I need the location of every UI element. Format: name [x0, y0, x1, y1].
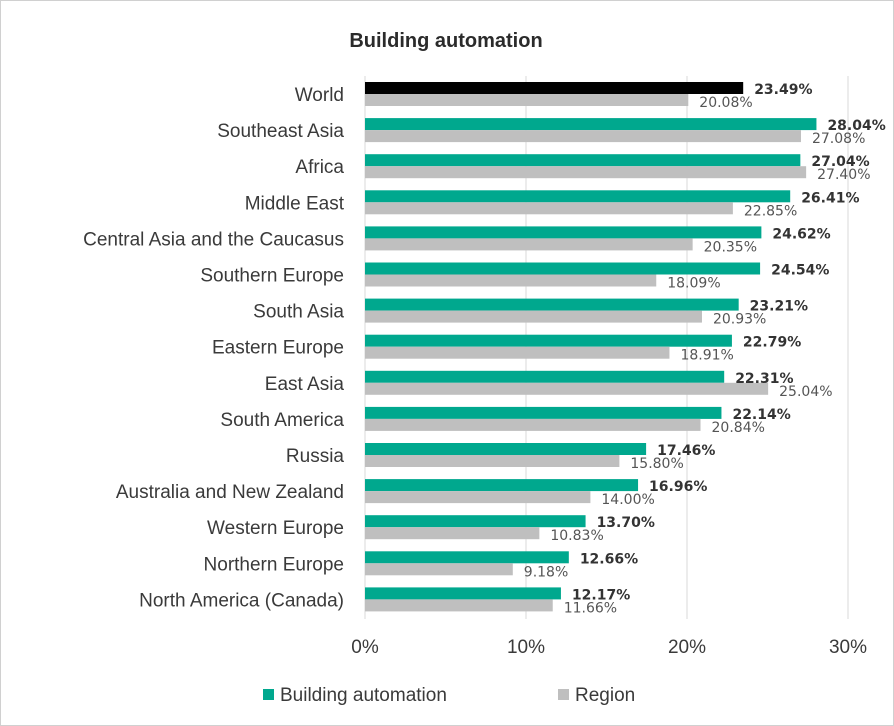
data-label-building-automation: 24.54%: [771, 263, 829, 279]
bar-region: [365, 563, 513, 576]
data-label-region: 25.04%: [779, 384, 832, 400]
bar-building-automation: [365, 118, 817, 131]
category-label: Africa: [295, 157, 344, 178]
data-label-region: 22.85%: [744, 203, 797, 219]
data-label-building-automation: 12.17%: [572, 587, 630, 603]
category-label: Northern Europe: [204, 554, 344, 575]
data-label-building-automation: 24.62%: [772, 226, 830, 242]
data-label-region: 20.84%: [712, 420, 765, 436]
x-tick-label: 20%: [668, 637, 706, 658]
data-label-region: 11.66%: [564, 600, 617, 616]
bar-region: [365, 202, 733, 215]
category-label: Western Europe: [207, 518, 344, 539]
bar-building-automation: [365, 515, 586, 528]
bar-region: [365, 418, 701, 431]
data-label-region: 20.93%: [713, 312, 766, 328]
data-label-region: 20.35%: [704, 239, 757, 255]
bar-building-automation: [365, 334, 732, 347]
bar-building-automation: [365, 406, 722, 419]
bar-region: [365, 130, 801, 143]
legend-swatch-region: [558, 689, 569, 700]
bar-region: [365, 599, 553, 612]
category-label: North America (Canada): [139, 590, 344, 611]
bar-building-automation: [365, 551, 569, 564]
bar-building-automation: [365, 82, 744, 94]
category-label: East Asia: [265, 374, 345, 395]
legend-label-building-automation: Building automation: [280, 685, 447, 706]
data-label-building-automation: 13.70%: [597, 515, 655, 531]
data-label-region: 10.83%: [550, 528, 603, 544]
bar-building-automation: [365, 298, 739, 311]
category-label: Russia: [286, 446, 345, 467]
category-label: Australia and New Zealand: [116, 482, 344, 503]
bar-building-automation: [365, 190, 791, 203]
bar-building-automation: [365, 443, 647, 455]
data-label-building-automation: 22.14%: [732, 407, 790, 423]
category-label: Eastern Europe: [212, 338, 344, 359]
data-label-region: 27.40%: [817, 167, 870, 183]
data-labels: 23.49%20.08% 28.04%27.08% 27.04%27.40% 26.4…: [524, 82, 886, 616]
category-label: Central Asia and the Caucasus: [83, 229, 344, 250]
category-label: South America: [220, 410, 344, 431]
category-labels: World Southeast Asia Africa Middle East Cent…: [83, 85, 345, 611]
data-label-building-automation: 22.31%: [735, 371, 793, 387]
bar-building-automation: [365, 587, 561, 600]
data-label-building-automation: 23.49%: [754, 82, 812, 98]
category-label: Southern Europe: [200, 266, 344, 287]
bar-region: [365, 274, 657, 287]
bars: [365, 82, 817, 612]
bar-region: [365, 166, 807, 179]
bar-region: [365, 491, 591, 504]
data-label-building-automation: 23.21%: [750, 299, 808, 315]
bar-region: [365, 527, 540, 540]
bar-building-automation: [365, 479, 639, 492]
legend: Building automation Region: [263, 685, 635, 706]
bar-region: [365, 94, 689, 106]
category-label: World: [295, 85, 344, 106]
bar-region: [365, 382, 769, 395]
x-tick-label: 10%: [507, 637, 545, 658]
data-label-region: 9.18%: [524, 564, 568, 580]
data-label-building-automation: 28.04%: [827, 118, 885, 134]
bar-building-automation: [365, 154, 801, 167]
data-label-building-automation: 26.41%: [801, 190, 859, 206]
data-label-region: 14.00%: [601, 492, 654, 508]
data-label-building-automation: 22.79%: [743, 335, 801, 351]
data-label-region: 27.08%: [812, 131, 865, 147]
legend-swatch-building-automation: [263, 689, 274, 700]
data-label-building-automation: 16.96%: [649, 479, 707, 495]
x-tick-label: 30%: [829, 637, 867, 658]
bar-building-automation: [365, 370, 725, 383]
bar-building-automation: [365, 226, 762, 239]
legend-label-region: Region: [575, 685, 635, 706]
bar-region: [365, 310, 702, 323]
bar-building-automation: [365, 262, 761, 275]
data-label-building-automation: 12.66%: [580, 551, 638, 567]
data-label-region: 18.91%: [680, 348, 733, 364]
category-label: Middle East: [245, 193, 345, 214]
bar-region: [365, 346, 670, 359]
data-label-region: 18.09%: [667, 276, 720, 292]
category-label: South Asia: [253, 302, 344, 323]
data-label-region: 15.80%: [630, 456, 683, 472]
data-label-building-automation: 27.04%: [811, 154, 869, 170]
x-axis-ticks: 0% 10% 20% 30%: [351, 637, 867, 658]
category-label: Southeast Asia: [217, 121, 344, 142]
data-label-region: 20.08%: [699, 95, 752, 111]
chart-title: Building automation: [349, 30, 542, 52]
bar-region: [365, 238, 693, 251]
x-tick-label: 0%: [351, 637, 379, 658]
bar-region: [365, 455, 620, 467]
data-label-building-automation: 17.46%: [657, 443, 715, 459]
